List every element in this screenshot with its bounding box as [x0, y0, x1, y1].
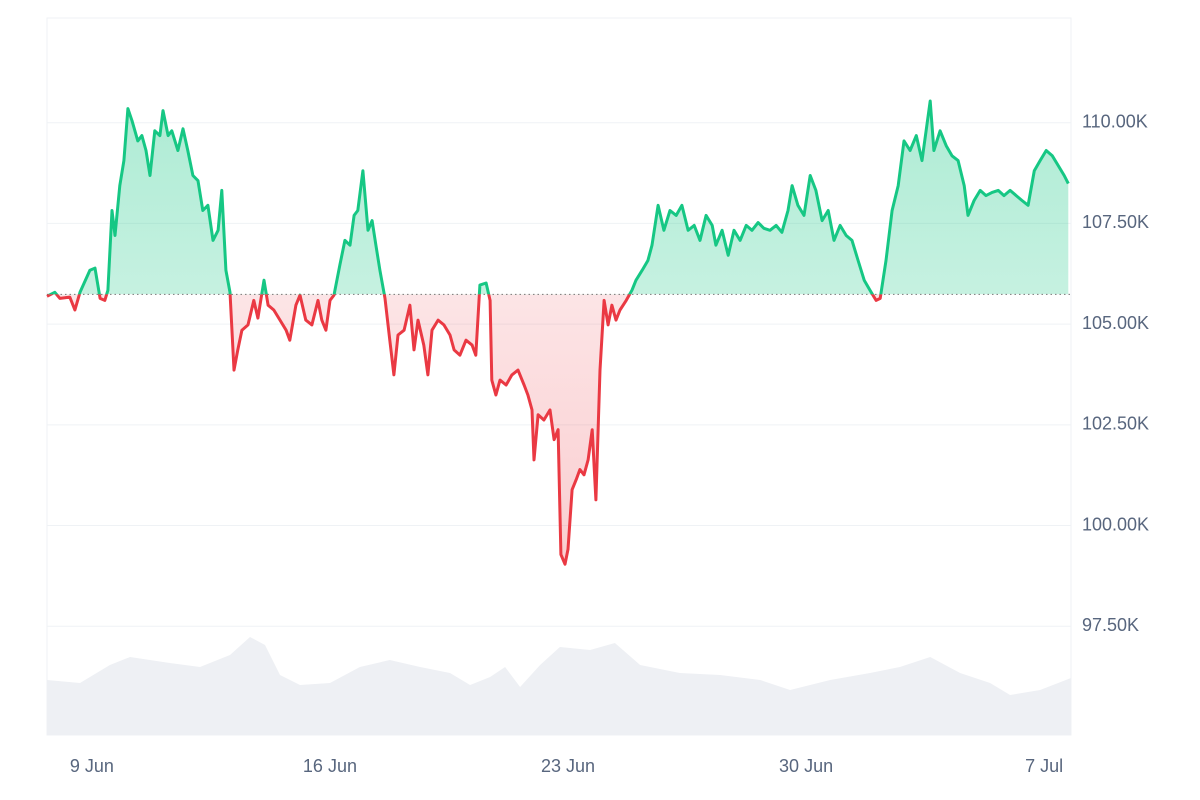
price-line-down: [46, 294, 883, 566]
area-up: [47, 101, 1069, 295]
price-line-up: [47, 99, 1070, 295]
y-tick-label: 110.00K: [1082, 111, 1148, 131]
y-tick-label: 102.50K: [1082, 414, 1149, 434]
volume-area: [47, 637, 1071, 735]
x-tick-label: 7 Jul: [1025, 756, 1063, 776]
x-tick-label: 9 Jun: [70, 756, 114, 776]
y-tick-label: 107.50K: [1082, 212, 1149, 232]
x-tick-label: 16 Jun: [303, 756, 357, 776]
y-tick-label: 100.00K: [1082, 514, 1149, 534]
y-tick-label: 105.00K: [1082, 313, 1149, 333]
y-tick-label: 97.50K: [1082, 615, 1139, 635]
x-tick-label: 23 Jun: [541, 756, 595, 776]
x-tick-label: 30 Jun: [779, 756, 833, 776]
